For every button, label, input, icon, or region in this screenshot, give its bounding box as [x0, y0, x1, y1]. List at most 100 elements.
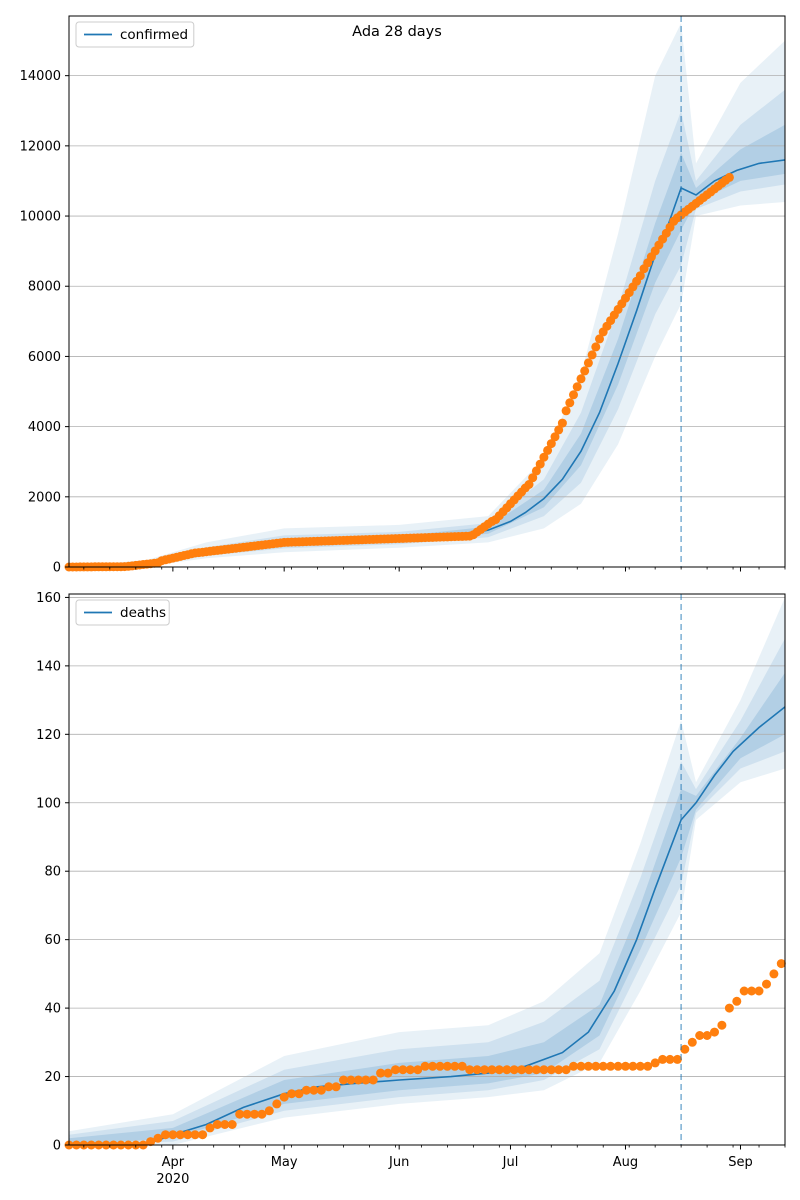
observed-point [672, 1054, 682, 1064]
observed-point [524, 480, 534, 489]
figure-title: Ada 28 days [352, 24, 442, 40]
observed-point [724, 172, 734, 182]
observed-point [524, 1065, 534, 1075]
observed-point [557, 418, 567, 428]
observed-point [465, 1065, 475, 1075]
observed-point [583, 358, 593, 368]
observed-point [650, 1058, 660, 1068]
observed-point [598, 1061, 608, 1071]
observed-point [535, 459, 545, 469]
axes-frame [68, 593, 786, 1146]
observed-point [398, 1065, 408, 1075]
observed-point [702, 1031, 712, 1040]
observed-point [383, 1068, 393, 1078]
deaths-axes: 0 20 40 60 80 100 120 140 160 Apr 2020 May Jun Jul Aug… [36, 591, 786, 1187]
y-tick-label: 6000 [28, 350, 61, 365]
band-inner [69, 672, 785, 1145]
deaths-panel: 0 20 40 60 80 100 120 140 160 Apr 2020 May Jun Jul Aug… [36, 591, 786, 1187]
observed-point [539, 452, 549, 462]
x-tick-label: May [271, 1155, 298, 1170]
observed-point [420, 1061, 430, 1071]
observed-point [250, 1109, 259, 1119]
observed-point [346, 1075, 356, 1085]
observed-point [539, 1065, 549, 1075]
observed-point [235, 1109, 245, 1119]
observed-point [153, 1133, 163, 1143]
observed-point [665, 1054, 675, 1064]
observed-point [739, 986, 749, 996]
observed-point [576, 374, 586, 384]
y-tick-label: 120 [36, 728, 61, 743]
observed-point [554, 425, 564, 435]
observed-point [561, 1065, 571, 1075]
observed-point [517, 1065, 527, 1075]
deaths-legend: deaths [75, 599, 170, 626]
observed-point [710, 1027, 719, 1037]
observed-point [146, 1137, 156, 1147]
y-tick-label: 8000 [28, 280, 61, 295]
observed-point [621, 1061, 630, 1071]
observed-point [724, 1003, 734, 1013]
observed-point [183, 1130, 193, 1140]
x-tick-label: Jul [502, 1155, 519, 1170]
observed-point [450, 1061, 460, 1071]
observed-point [680, 1044, 690, 1054]
observed-point [550, 432, 560, 442]
observed-point [717, 1020, 727, 1030]
observed-point [628, 1061, 638, 1071]
observed-point [754, 986, 764, 996]
y-tick-label: 80 [44, 865, 61, 880]
observed-point [198, 1130, 208, 1140]
observed-point [457, 1061, 467, 1071]
deaths-observed-points [64, 959, 786, 1150]
y-tick-label: 40 [44, 1002, 61, 1017]
observed-point [695, 1031, 705, 1040]
observed-point [272, 1099, 282, 1109]
x-tick-label: Aug [613, 1155, 638, 1170]
observed-point [220, 1120, 230, 1129]
observed-point [264, 1106, 274, 1116]
observed-point [361, 1075, 371, 1085]
observed-point [606, 1061, 616, 1071]
y-tick-label: 12000 [20, 139, 61, 154]
observed-point [595, 334, 604, 344]
legend-label: confirmed [120, 27, 188, 43]
observed-point [531, 466, 541, 476]
legend-box [75, 599, 170, 626]
observed-point [732, 996, 742, 1006]
observed-point [168, 1130, 178, 1140]
observed-point [190, 1130, 200, 1140]
observed-point [762, 979, 771, 989]
observed-point [776, 959, 786, 969]
legend-label: deaths [120, 605, 166, 621]
observed-point [376, 1068, 386, 1078]
observed-point [572, 382, 582, 392]
y-tick-label: 160 [36, 591, 61, 606]
observed-point [413, 1065, 423, 1075]
observed-point [227, 1120, 237, 1129]
observed-point [309, 1085, 319, 1095]
observed-point [546, 1065, 556, 1075]
observed-point [543, 445, 553, 455]
observed-point [487, 1065, 497, 1075]
band-middle [69, 89, 785, 567]
confirmed-uncertainty-bands [69, 23, 785, 567]
observed-point [613, 1061, 623, 1071]
observed-point [294, 1089, 304, 1099]
observed-point [242, 1109, 252, 1119]
band-middle [69, 638, 785, 1145]
confirmed-axes: 0 2000 4000 6000 8000 10000 12000 14000 [20, 15, 786, 576]
axes-frame [68, 15, 786, 568]
observed-point [205, 1123, 215, 1133]
y-tick-label: 100 [36, 796, 61, 811]
observed-point [435, 1061, 445, 1071]
observed-point [175, 1130, 185, 1140]
x-tick-label: 2020 [156, 1172, 189, 1187]
observed-point [687, 1037, 697, 1047]
observed-point [287, 1089, 297, 1099]
observed-point [587, 350, 597, 360]
observed-point [368, 1075, 378, 1085]
confirmed-panel: 0 2000 4000 6000 8000 10000 12000 14000 confirm… [20, 15, 786, 576]
y-tick-label: 10000 [20, 210, 61, 225]
